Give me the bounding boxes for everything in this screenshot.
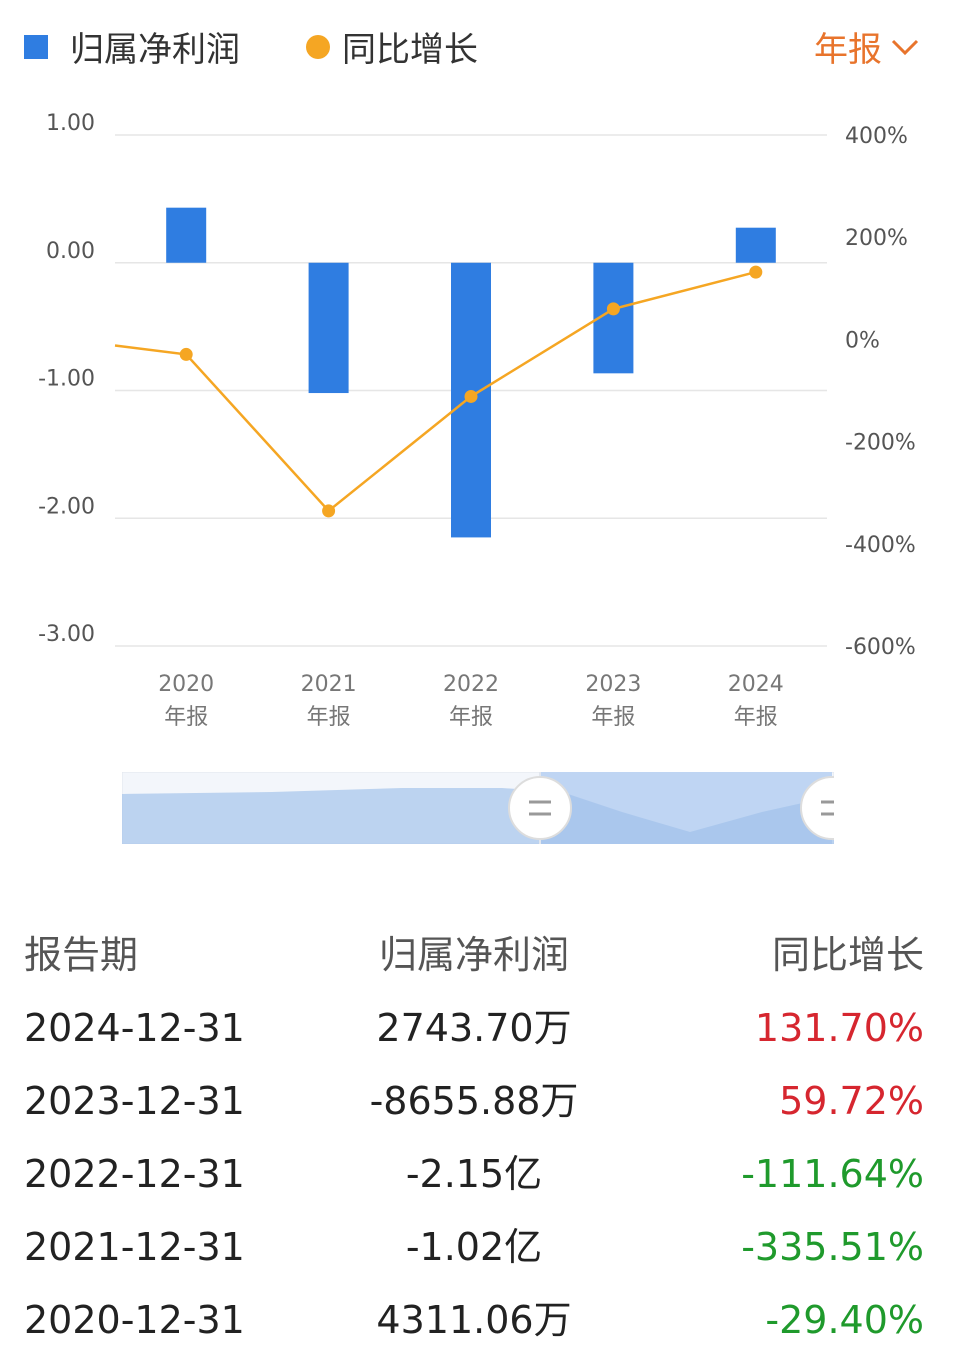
slider-handle-left[interactable]: [508, 776, 572, 840]
x-tick-label-period: 年报: [734, 705, 778, 730]
x-tick-label-period: 年报: [591, 705, 635, 730]
table-row[interactable]: 2024-12-31 2743.70万 131.70%: [0, 992, 960, 1065]
y-right-tick-label: -400%: [845, 533, 916, 558]
table-row[interactable]: 2023-12-31 -8655.88万 59.72%: [0, 1065, 960, 1138]
y-right-tick-label: 0%: [845, 328, 880, 353]
x-tick-label-period: 年报: [307, 705, 351, 730]
growth-point: [606, 302, 620, 316]
x-tick-label-year: 2023: [585, 672, 641, 697]
table-row[interactable]: 2020-12-31 4311.06万 -29.40%: [0, 1284, 960, 1357]
x-tick-label-year: 2022: [443, 672, 499, 697]
cell-growth: 59.72%: [779, 1079, 924, 1123]
y-left-tick-label: -1.00: [38, 367, 95, 392]
bar: [735, 227, 776, 263]
bar: [308, 262, 349, 394]
profit-chart: 1.00 0.00 -1.00 -2.00 -3.00 400% 200% 0% -200% -4…: [38, 111, 916, 730]
legend-item-profit[interactable]: 归属净利润: [24, 22, 240, 71]
y-left-tick-label: -3.00: [38, 622, 95, 647]
cell-growth: -29.40%: [765, 1298, 924, 1342]
growth-point: [464, 389, 478, 403]
x-tick-label-period: 年报: [164, 705, 208, 730]
growth-line: [114, 270, 757, 513]
cell-date: 2021-12-31: [24, 1225, 245, 1269]
cell-profit: -2.15亿: [405, 1152, 543, 1196]
cell-date: 2023-12-31: [24, 1079, 245, 1123]
header-profit: 归属净利润: [378, 933, 570, 977]
legend-item-growth[interactable]: 同比增长: [306, 22, 478, 71]
y-right-tick-label: -200%: [845, 431, 916, 456]
y-left-tick-label: 0.00: [46, 239, 95, 264]
x-tick-label-year: 2020: [158, 672, 214, 697]
period-select[interactable]: 年报: [814, 22, 920, 71]
cell-date: 2020-12-31: [24, 1298, 245, 1342]
table-row[interactable]: 2022-12-31 -2.15亿 -111.64%: [0, 1138, 960, 1211]
x-tick-label-year: 2024: [728, 672, 784, 697]
range-slider[interactable]: [122, 772, 834, 844]
header-growth: 同比增长: [771, 933, 924, 977]
cell-profit: -8655.88万: [369, 1079, 579, 1123]
cell-profit: 4311.06万: [376, 1298, 572, 1342]
cell-profit: 2743.70万: [376, 1006, 572, 1050]
y-left-tick-label: -2.00: [38, 494, 95, 519]
slider-preview-area: [122, 788, 834, 844]
y-right-tick-label: 400%: [845, 124, 908, 149]
x-tick-label-period: 年报: [449, 705, 493, 730]
header-period: 报告期: [24, 933, 139, 977]
x-tick-label-year: 2021: [301, 672, 357, 697]
y-right-tick-label: 200%: [845, 226, 908, 251]
legend-bar-swatch: [24, 34, 48, 59]
cell-growth: 131.70%: [754, 1006, 924, 1050]
growth-point: [179, 347, 193, 361]
growth-point: [749, 265, 763, 279]
legend-label-profit: 归属净利润: [70, 30, 240, 70]
cell-date: 2024-12-31: [24, 1006, 245, 1050]
cell-growth: -111.64%: [741, 1152, 924, 1196]
slider-handle-right[interactable]: [800, 776, 834, 840]
chevron-down-icon: [891, 39, 919, 55]
growth-point: [322, 504, 336, 518]
table-row[interactable]: 2021-12-31 -1.02亿 -335.51%: [0, 1211, 960, 1284]
y-right-tick-label: -600%: [845, 635, 916, 660]
data-table: 报告期 归属净利润 同比增长 2024-12-31 2743.70万 131.7…: [0, 918, 960, 1357]
legend-dot-swatch: [306, 34, 330, 59]
y-left-tick-label: 1.00: [46, 111, 95, 136]
bar: [166, 207, 207, 263]
legend-label-growth: 同比增长: [342, 30, 478, 70]
cell-growth: -335.51%: [741, 1225, 924, 1269]
cell-profit: -1.02亿: [405, 1225, 543, 1269]
table-header: 报告期 归属净利润 同比增长: [0, 918, 960, 992]
cell-date: 2022-12-31: [24, 1152, 245, 1196]
period-select-label: 年报: [814, 30, 882, 70]
chart-legend: 归属净利润 同比增长: [24, 22, 920, 72]
